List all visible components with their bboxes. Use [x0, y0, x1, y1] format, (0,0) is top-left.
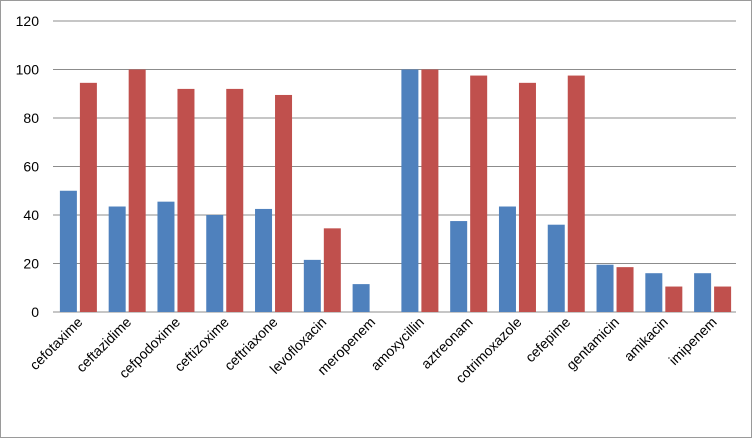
blue-bar-levofloxacin	[303, 259, 321, 312]
blue-bar-ceftizoxime	[206, 215, 224, 312]
blue-bar-amoxycillin	[401, 69, 419, 312]
y-tick-label: 40	[23, 207, 39, 223]
red-bar-cefotaxime	[79, 82, 97, 313]
red-bar-imipenem	[714, 286, 732, 312]
red-bar-cefpodoxime	[177, 88, 195, 313]
blue-bar-meropenem	[352, 284, 370, 312]
blue-bar-cotrimoxazole	[498, 206, 516, 312]
x-axis-categories: cefotaximeceftazidimecefpodoximeceftizox…	[26, 314, 719, 387]
category-label: amoxycillin	[367, 314, 427, 374]
red-bar-cefepime	[567, 75, 585, 312]
red-bar-aztreonam	[470, 75, 488, 312]
y-tick-label: 60	[23, 159, 39, 175]
blue-bar-imipenem	[694, 273, 712, 312]
blue-bar-aztreonam	[450, 221, 468, 312]
red-bar-levofloxacin	[323, 228, 341, 312]
gridlines	[53, 20, 736, 313]
blue-bar-ceftriaxone	[255, 208, 273, 312]
y-tick-label: 100	[16, 62, 40, 78]
red-bar-ceftazidime	[128, 69, 146, 312]
blue-bar-cefpodoxime	[157, 201, 175, 312]
y-tick-label: 80	[23, 110, 39, 126]
category-label: amikacin	[621, 314, 671, 364]
blue-bar-ceftazidime	[108, 206, 126, 312]
red-bar-amoxycillin	[421, 69, 439, 312]
category-label: gentamicin	[563, 314, 622, 373]
y-tick-label: 20	[23, 256, 39, 272]
blue-bar-amikacin	[645, 273, 663, 312]
red-bar-amikacin	[665, 286, 683, 312]
y-axis-ticks: 0 20 40 60 80 100 120	[16, 13, 40, 320]
category-label: imipenem	[665, 314, 719, 368]
red-bar-ceftizoxime	[226, 88, 244, 313]
y-tick-label: 0	[31, 304, 39, 320]
blue-bar-cefepime	[547, 224, 565, 312]
blue-bar-cefotaxime	[59, 190, 77, 312]
red-bar-cotrimoxazole	[518, 82, 536, 313]
y-tick-label: 120	[16, 13, 40, 29]
red-bar-gentamicin	[616, 267, 634, 312]
blue-bar-gentamicin	[596, 264, 614, 312]
bars	[59, 69, 732, 313]
red-bar-ceftriaxone	[275, 94, 293, 313]
